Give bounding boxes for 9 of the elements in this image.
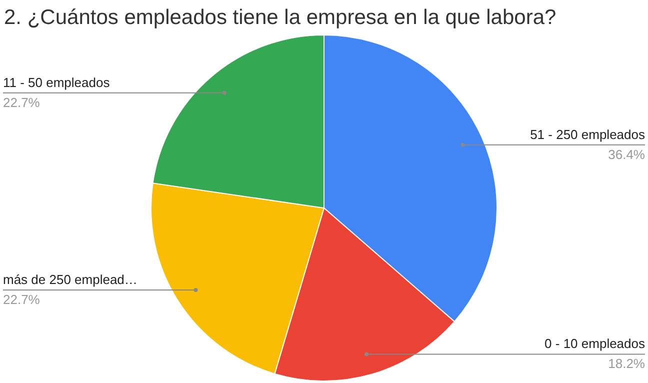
slice-label: 11 - 50 empleados	[3, 74, 110, 90]
data-label: 22.7%	[3, 292, 40, 307]
slice-label: más de 250 emplead…	[3, 272, 138, 287]
chart-title: 2. ¿Cuántos empleados tiene la empresa en la que labora?	[4, 6, 556, 29]
data-label: 22.7%	[3, 94, 40, 110]
data-label: 18.2%	[608, 356, 646, 372]
slice-label: 51 - 250 empleados	[530, 126, 646, 142]
slice-label: 0 - 10 empleados	[544, 336, 646, 352]
data-label: 36.4%	[608, 146, 646, 162]
